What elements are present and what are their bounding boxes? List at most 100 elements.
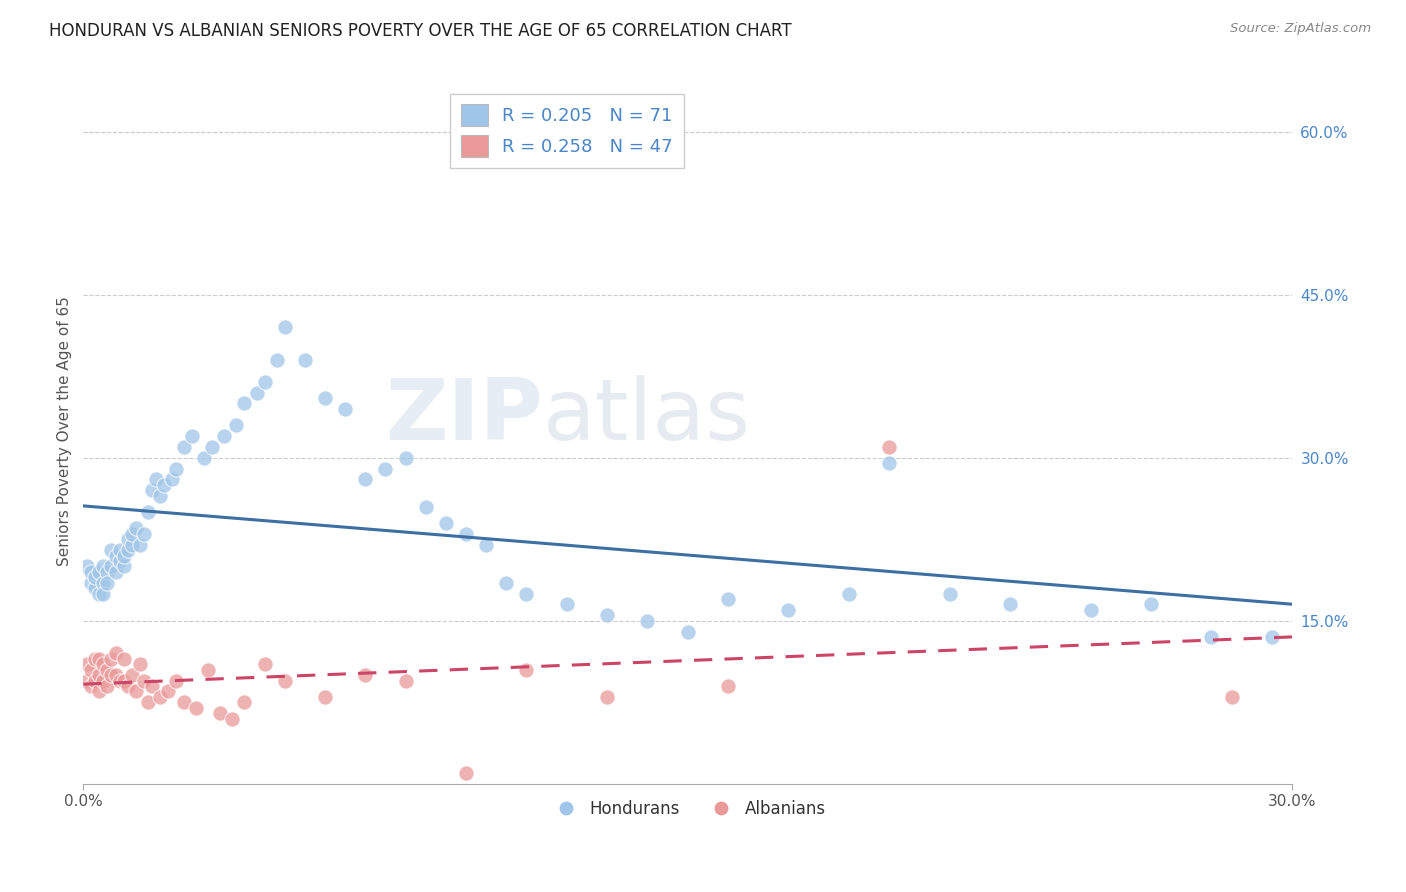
Point	[136, 505, 159, 519]
Point	[676, 624, 699, 639]
Point	[96, 575, 118, 590]
Point	[96, 565, 118, 579]
Point	[149, 690, 172, 704]
Point	[434, 516, 457, 530]
Point	[245, 385, 267, 400]
Point	[93, 673, 115, 688]
Point	[124, 521, 146, 535]
Point	[717, 679, 740, 693]
Point	[93, 559, 115, 574]
Point	[100, 543, 122, 558]
Point	[84, 570, 107, 584]
Text: HONDURAN VS ALBANIAN SENIORS POVERTY OVER THE AGE OF 65 CORRELATION CHART: HONDURAN VS ALBANIAN SENIORS POVERTY OVE…	[49, 22, 792, 40]
Point	[121, 668, 143, 682]
Point	[454, 765, 477, 780]
Point	[128, 657, 150, 672]
Point	[596, 608, 619, 623]
Point	[181, 429, 204, 443]
Point	[394, 450, 416, 465]
Point	[209, 706, 232, 720]
Point	[104, 549, 127, 563]
Point	[998, 598, 1021, 612]
Point	[104, 646, 127, 660]
Point	[93, 575, 115, 590]
Point	[1140, 598, 1163, 612]
Point	[112, 673, 135, 688]
Point	[495, 575, 517, 590]
Point	[112, 549, 135, 563]
Point	[454, 526, 477, 541]
Point	[117, 679, 139, 693]
Point	[201, 440, 224, 454]
Point	[354, 473, 377, 487]
Point	[112, 652, 135, 666]
Point	[89, 586, 111, 600]
Point	[132, 526, 155, 541]
Point	[141, 679, 163, 693]
Point	[1220, 690, 1243, 704]
Text: atlas: atlas	[543, 375, 751, 458]
Point	[145, 473, 167, 487]
Point	[76, 559, 98, 574]
Point	[84, 673, 107, 688]
Point	[108, 554, 131, 568]
Point	[274, 320, 297, 334]
Point	[225, 418, 247, 433]
Point	[96, 679, 118, 693]
Point	[184, 700, 207, 714]
Point	[717, 592, 740, 607]
Point	[80, 565, 103, 579]
Point	[80, 663, 103, 677]
Point	[515, 663, 537, 677]
Point	[335, 401, 357, 416]
Point	[100, 668, 122, 682]
Point	[636, 614, 658, 628]
Point	[104, 668, 127, 682]
Point	[221, 712, 243, 726]
Point	[141, 483, 163, 498]
Point	[96, 663, 118, 677]
Point	[84, 581, 107, 595]
Text: ZIP: ZIP	[385, 375, 543, 458]
Point	[838, 586, 860, 600]
Point	[253, 375, 276, 389]
Point	[214, 429, 236, 443]
Point	[132, 673, 155, 688]
Point	[89, 652, 111, 666]
Point	[112, 559, 135, 574]
Point	[117, 543, 139, 558]
Point	[1080, 603, 1102, 617]
Point	[80, 679, 103, 693]
Point	[314, 391, 336, 405]
Point	[233, 396, 256, 410]
Point	[153, 478, 176, 492]
Point	[475, 538, 498, 552]
Point	[156, 684, 179, 698]
Text: Source: ZipAtlas.com: Source: ZipAtlas.com	[1230, 22, 1371, 36]
Point	[394, 673, 416, 688]
Point	[108, 673, 131, 688]
Point	[1261, 630, 1284, 644]
Point	[160, 473, 183, 487]
Point	[121, 526, 143, 541]
Point	[136, 695, 159, 709]
Point	[596, 690, 619, 704]
Point	[314, 690, 336, 704]
Point	[266, 353, 288, 368]
Point	[149, 489, 172, 503]
Point	[93, 657, 115, 672]
Point	[104, 565, 127, 579]
Point	[84, 652, 107, 666]
Point	[197, 663, 219, 677]
Point	[121, 538, 143, 552]
Legend: Hondurans, Albanians: Hondurans, Albanians	[543, 794, 832, 825]
Point	[93, 586, 115, 600]
Point	[173, 695, 195, 709]
Point	[877, 456, 900, 470]
Point	[415, 500, 437, 514]
Point	[89, 668, 111, 682]
Point	[108, 543, 131, 558]
Point	[1201, 630, 1223, 644]
Point	[274, 673, 297, 688]
Point	[89, 565, 111, 579]
